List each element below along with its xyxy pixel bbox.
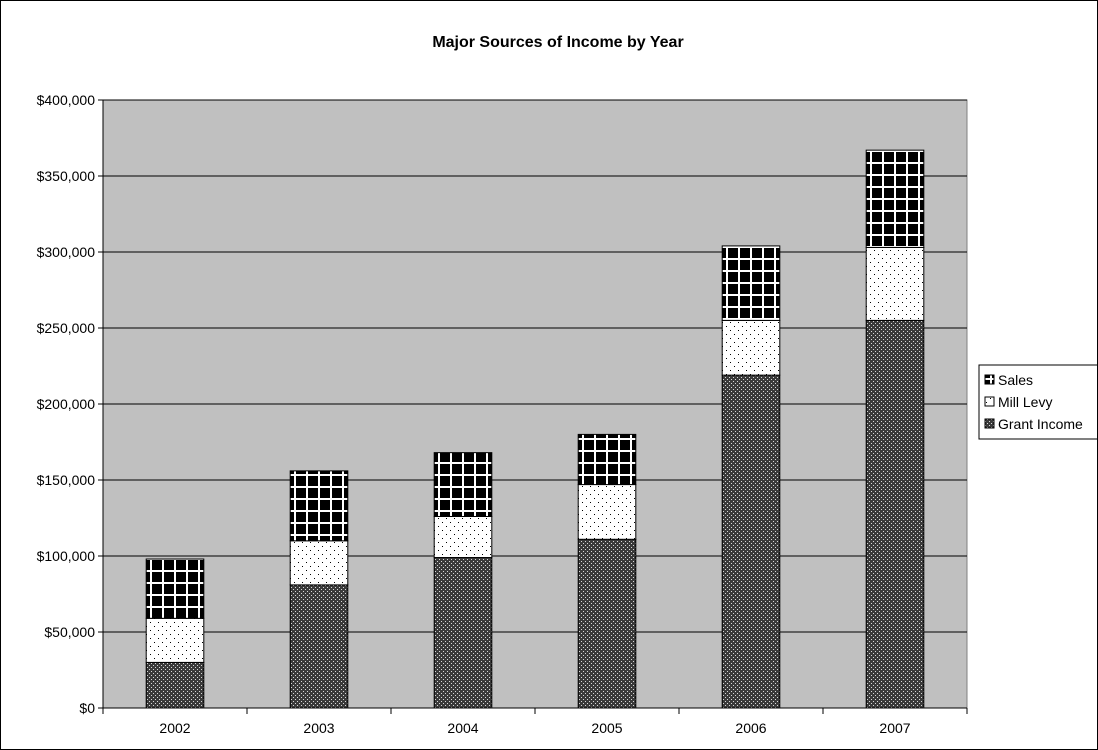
bar-segment-sales — [577, 433, 637, 486]
legend-label: Sales — [998, 372, 1033, 388]
bar-segment-grant-income — [865, 319, 925, 709]
bar-segment-grant-income — [145, 661, 205, 709]
bar-segment-grant-income — [433, 557, 493, 709]
legend-label: Mill Levy — [998, 394, 1052, 410]
bar-segment-sales — [433, 452, 493, 517]
plot-area — [102, 99, 968, 709]
y-tick-label: $0 — [79, 700, 95, 716]
bar-segment-mill-levy — [145, 617, 205, 663]
y-tick-label: $100,000 — [37, 548, 96, 564]
bar-segment-grant-income — [289, 584, 349, 709]
chart-title: Major Sources of Income by Year — [432, 34, 683, 51]
y-tick-label: $250,000 — [37, 320, 96, 336]
bar-segment-mill-levy — [433, 515, 493, 559]
x-tick-label: 2005 — [591, 720, 622, 736]
legend: Sales Mill Levy Grant Income — [978, 364, 1097, 440]
bar-segment-sales — [289, 470, 349, 542]
bar-segment-mill-levy — [577, 484, 637, 540]
legend-swatch — [984, 418, 995, 429]
x-tick-label: 2002 — [159, 720, 190, 736]
bar-segment-grant-income — [577, 538, 637, 709]
x-axis: 2002 2003 2004 2005 2006 2007 — [102, 707, 968, 736]
y-tick-label: $200,000 — [37, 396, 96, 412]
legend-swatch — [984, 396, 995, 407]
y-tick-label: $150,000 — [37, 472, 96, 488]
bar-segment-sales — [721, 245, 781, 321]
bar-segment-sales — [145, 558, 205, 619]
bar-segment-mill-levy — [865, 246, 925, 321]
x-tick-label: 2007 — [879, 720, 910, 736]
legend-box — [978, 364, 1097, 440]
x-tick-label: 2004 — [447, 720, 478, 736]
y-tick-label: $400,000 — [37, 92, 96, 108]
legend-swatch — [984, 374, 995, 385]
bars — [145, 149, 925, 709]
bar-segment-sales — [865, 149, 925, 248]
y-tick-label: $300,000 — [37, 244, 96, 260]
bar-segment-mill-levy — [289, 540, 349, 586]
y-axis: $0 $50,000 $100,000 $150,000 $200,000 $250,00… — [37, 92, 104, 716]
legend-label: Grant Income — [998, 416, 1083, 432]
x-tick-label: 2006 — [735, 720, 766, 736]
bar-segment-grant-income — [721, 374, 781, 709]
bar-segment-mill-levy — [721, 319, 781, 376]
y-tick-label: $350,000 — [37, 168, 96, 184]
x-tick-label: 2003 — [303, 720, 334, 736]
y-tick-label: $50,000 — [44, 624, 95, 640]
